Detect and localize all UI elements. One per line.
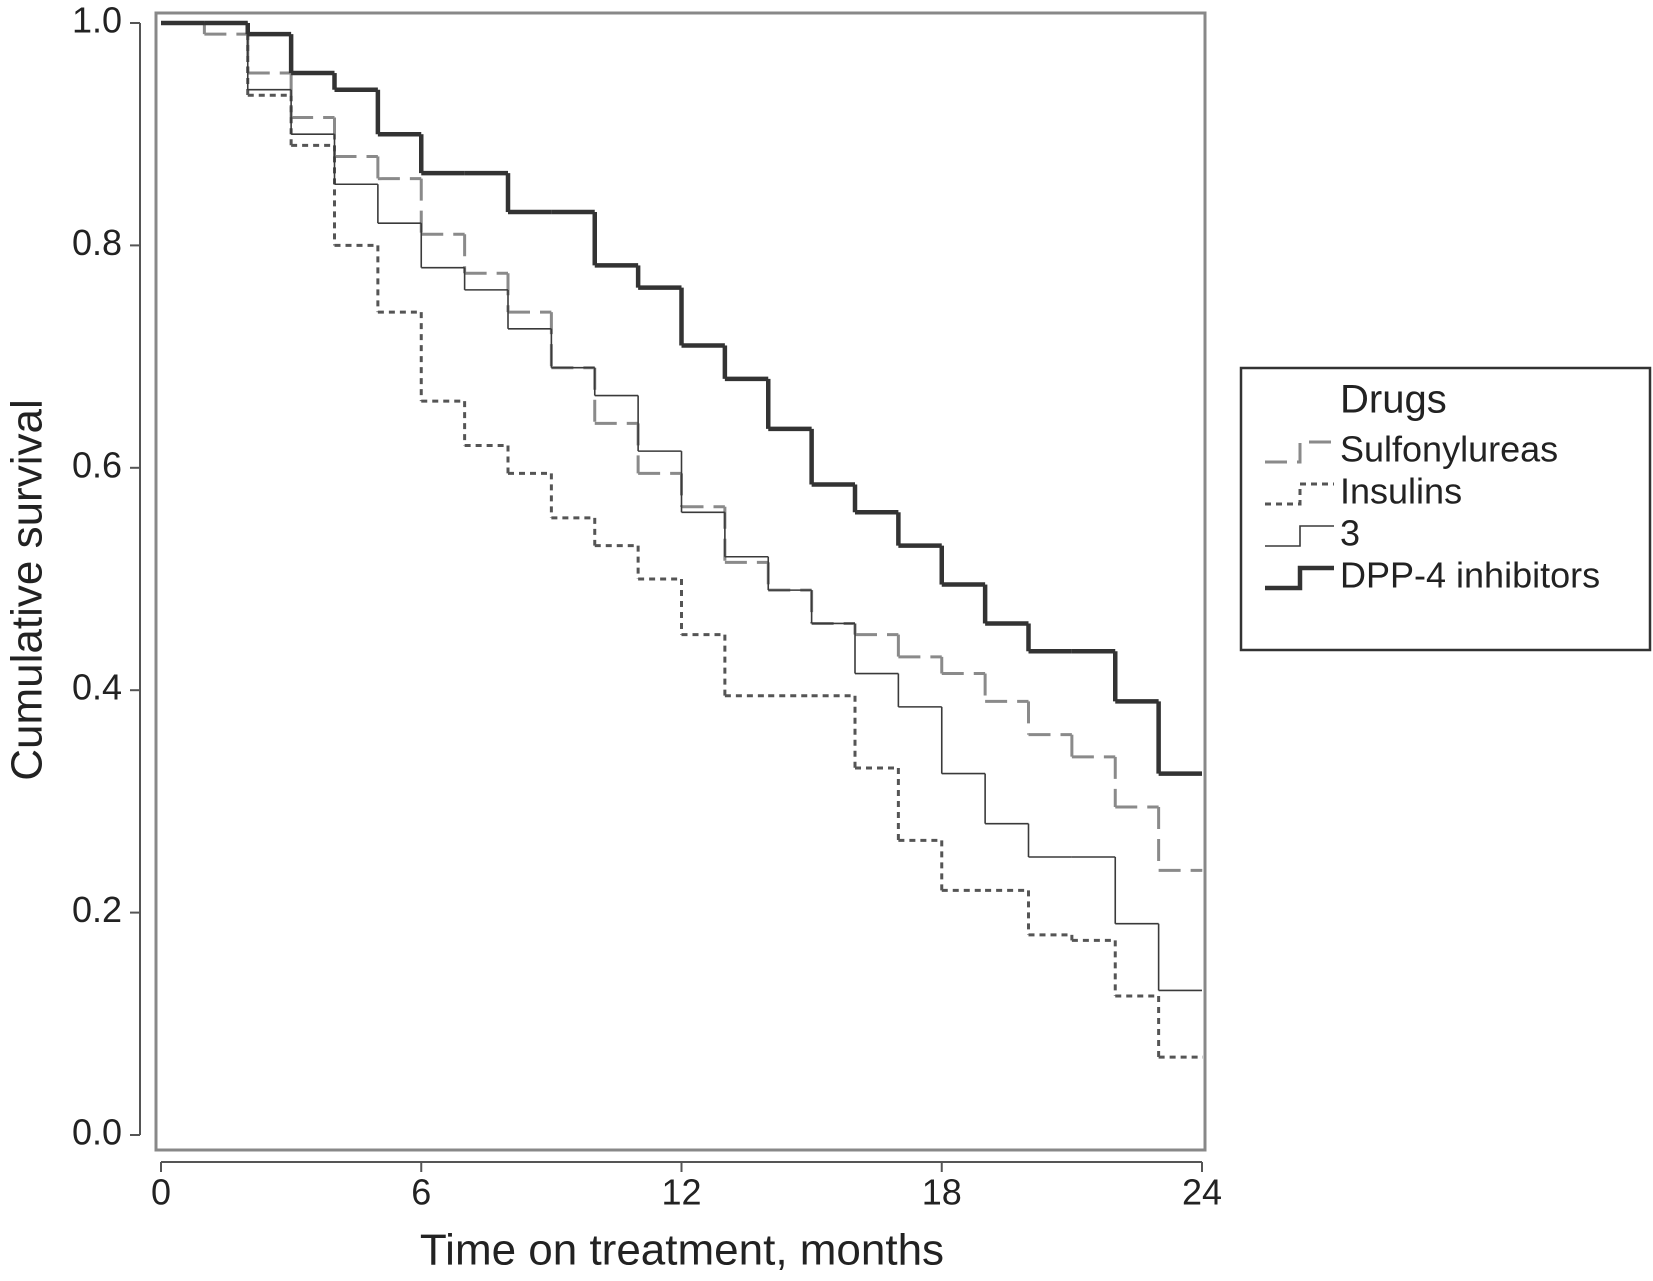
legend-label: Insulins (1340, 471, 1462, 512)
x-tick-label: 6 (411, 1172, 431, 1213)
legend-title: Drugs (1340, 378, 1447, 422)
legend-swatch (1265, 525, 1334, 547)
x-tick-label: 12 (661, 1172, 701, 1213)
legend-box (1239, 366, 1652, 652)
x-axis-label: Time on treatment, months (420, 1226, 944, 1275)
x-tick-label: 18 (922, 1172, 962, 1213)
y-tick-label: 1.0 (72, 0, 122, 41)
y-tick-label: 0.6 (72, 444, 122, 485)
x-tick-label: 24 (1182, 1172, 1222, 1213)
y-tick-label: 0.4 (72, 667, 122, 708)
y-tick-label: 0.2 (72, 889, 122, 930)
y-tick-label: 0.8 (72, 222, 122, 263)
legend-label: DPP-4 inhibitors (1340, 555, 1600, 596)
y-axis-label: Cumulative survival (3, 399, 52, 780)
legend-label: Sulfonylureas (1340, 429, 1558, 470)
legend-label: 3 (1340, 513, 1360, 554)
legend-swatch (1265, 440, 1334, 464)
legend-swatch (1265, 482, 1334, 506)
x-tick-label: 0 (151, 1172, 171, 1213)
y-tick-label: 0.0 (72, 1112, 122, 1153)
plot-frame (154, 11, 1207, 1152)
legend-swatch (1265, 565, 1334, 591)
